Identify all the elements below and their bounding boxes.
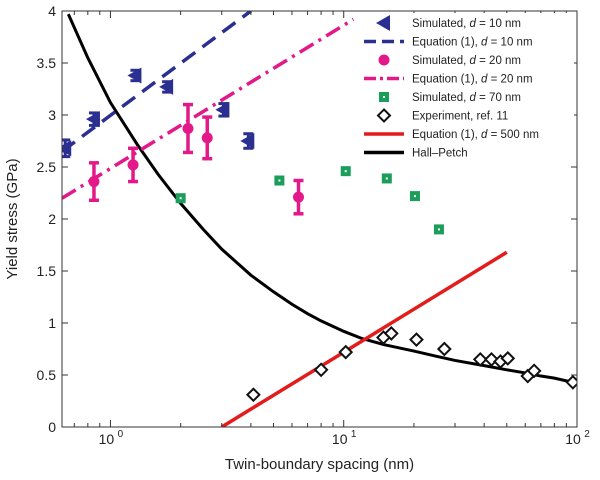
legend-label-hallpetch: Hall–Petch	[412, 148, 468, 160]
point-experiment	[313, 362, 329, 378]
y-tick-label: 2.5	[37, 159, 57, 175]
legend-item-sim20: Simulated, d = 20 nm	[378, 54, 521, 67]
x-tick-exponent: 1	[351, 429, 357, 440]
point-sim20	[127, 159, 139, 171]
legend-box	[356, 13, 574, 165]
legend-marker-sim70-center	[383, 96, 385, 98]
legend-marker-sim10	[376, 15, 390, 31]
legend-label-eq500: Equation (1), d = 500 nm	[412, 129, 539, 141]
point-sim70	[274, 175, 285, 186]
series-line-hallpetch	[66, 13, 577, 385]
point-experiment	[436, 341, 452, 357]
point-sim70-center	[437, 228, 440, 231]
point-sim70	[175, 193, 186, 204]
legend-label-experiment: Experiment, ref. 11	[412, 111, 508, 123]
x-tick-label: 10	[99, 431, 115, 447]
y-tick-label: 1	[48, 315, 56, 331]
y-tick-label: 2	[48, 211, 56, 227]
point-sim20	[201, 132, 213, 144]
series-eq10	[62, 11, 252, 153]
x-tick-exponent: 2	[584, 429, 590, 440]
series-sim10	[62, 67, 255, 159]
y-tick-label: 0	[48, 419, 56, 435]
series-line-eq500	[220, 250, 508, 427]
legend-item-experiment: Experiment, ref. 11	[376, 108, 508, 123]
y-axis-label: Yield stress (GPa)	[4, 158, 21, 279]
y-tick-label: 1.5	[37, 263, 57, 279]
point-experiment	[472, 351, 488, 367]
legend-item-hallpetch: Hall–Petch	[364, 148, 468, 160]
series-layer	[62, 11, 577, 427]
y-tick-label: 3	[48, 107, 56, 123]
point-sim70-center	[278, 179, 281, 182]
legend-label-eq10: Equation (1), d = 10 nm	[412, 37, 533, 49]
point-sim10	[85, 111, 100, 128]
legend: Simulated, d = 10 nm Equation (1), d = 10…	[356, 13, 574, 165]
point-sim10	[240, 133, 255, 149]
x-tick-exponent: 0	[118, 429, 124, 440]
point-sim20	[88, 176, 100, 188]
series-line-eq20	[62, 17, 355, 200]
x-axis-label: Twin-boundary spacing (nm)	[225, 456, 414, 473]
point-sim70-center	[413, 195, 416, 198]
point-sim70-center	[385, 177, 388, 180]
x-tick-label: 10	[565, 431, 581, 447]
point-experiment	[338, 344, 354, 360]
y-tick-label: 3.5	[37, 55, 57, 71]
legend-label-eq20: Equation (1), d = 20 nm	[412, 74, 533, 86]
legend-label-sim20: Simulated, d = 20 nm	[412, 55, 521, 67]
point-experiment	[526, 363, 542, 379]
point-sim10	[62, 140, 72, 157]
legend-label-sim70: Simulated, d = 70 nm	[412, 92, 521, 104]
point-sim20	[182, 123, 194, 135]
legend-item-eq20: Equation (1), d = 20 nm	[364, 74, 533, 86]
x-tick-label: 10	[332, 431, 348, 447]
point-experiment	[500, 350, 516, 366]
y-tick-label: 0.5	[37, 367, 57, 383]
point-sim10	[127, 67, 142, 84]
point-sim10	[215, 101, 230, 118]
legend-item-eq500: Equation (1), d = 500 nm	[364, 129, 539, 141]
legend-item-sim10: Simulated, d = 10 nm	[376, 15, 521, 31]
point-sim70	[340, 166, 351, 177]
series-eq20	[62, 17, 355, 200]
point-sim70-center	[179, 197, 182, 200]
point-sim70	[381, 173, 392, 184]
series-line-eq10	[62, 11, 252, 153]
legend-marker-sim70	[379, 92, 389, 102]
point-sim20	[293, 191, 305, 203]
point-experiment	[383, 325, 399, 341]
point-sim70-center	[344, 170, 347, 173]
point-experiment	[245, 387, 261, 403]
legend-label-sim10: Simulated, d = 10 nm	[412, 18, 521, 30]
legend-marker-sim20	[378, 54, 390, 66]
legend-item-eq10: Equation (1), d = 10 nm	[364, 37, 533, 49]
point-experiment	[409, 332, 424, 348]
legend-marker-experiment	[376, 108, 392, 123]
legend-item-sim70: Simulated, d = 70 nm	[379, 92, 521, 104]
point-sim70	[409, 191, 420, 202]
point-sim70	[433, 224, 444, 235]
point-sim10	[159, 78, 174, 95]
series-sim70	[175, 166, 444, 235]
y-tick-label: 4	[48, 3, 56, 19]
series-experiment	[245, 325, 577, 403]
series-eq500	[220, 250, 508, 427]
series-sim20	[88, 102, 305, 216]
series-hallpetch	[66, 13, 577, 385]
